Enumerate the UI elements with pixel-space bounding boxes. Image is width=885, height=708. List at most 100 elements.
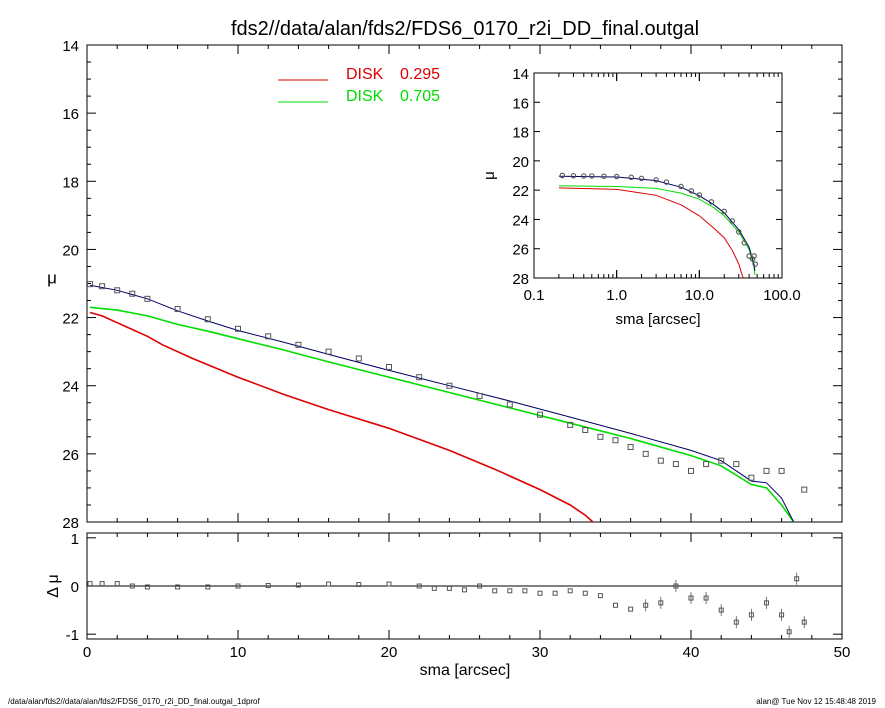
main-y-tick-label: 18 xyxy=(62,174,79,191)
residual-x-tick-label: 50 xyxy=(834,644,851,661)
residual-point xyxy=(582,590,588,596)
residual-y-axis-label: Δ μ xyxy=(45,574,62,597)
main-data-point xyxy=(325,348,332,355)
main-data-point xyxy=(476,392,483,399)
main-data-point xyxy=(703,461,710,468)
main-data-point xyxy=(672,461,679,468)
inset-data-point xyxy=(736,229,742,235)
inset-y-tick-label: 24 xyxy=(512,212,529,229)
legend: DISK 0.295 DISK 0.705 xyxy=(278,66,440,105)
residual-point xyxy=(673,583,679,589)
inset-data-point xyxy=(708,199,715,205)
residual-y-tick-label: 0 xyxy=(71,579,79,596)
residual-point xyxy=(507,588,513,594)
inset-data-point xyxy=(559,172,566,179)
inset-data-point xyxy=(628,174,634,181)
inset-x-tick-label: 10.0 xyxy=(685,287,714,304)
inset-data-point xyxy=(741,240,748,246)
inset-data-point xyxy=(746,253,752,259)
inset-plot: 14 16 18 20 22 24 26 280.1 1.0 10.0 100.0 sma [arcs… xyxy=(481,66,801,328)
legend-value-0: 0.295 xyxy=(400,66,440,83)
residual-point xyxy=(658,600,664,606)
inset-x-axis-label: sma [arcsec] xyxy=(615,311,700,328)
residual-point xyxy=(779,612,785,618)
main-series-line-0 xyxy=(89,311,594,523)
main-series-line-2 xyxy=(89,284,795,523)
inset-series-line-2 xyxy=(558,175,756,271)
main-data-point xyxy=(174,306,181,313)
residual-point xyxy=(99,581,105,587)
inset-y-tick-label: 16 xyxy=(512,95,529,112)
residual-point xyxy=(326,581,332,587)
residual-point xyxy=(114,581,120,587)
residual-x-tick-label: 30 xyxy=(532,644,549,661)
residual-y-tick-label: -1 xyxy=(66,627,79,644)
main-data-point xyxy=(235,325,241,332)
residual-point xyxy=(522,588,528,594)
residual-point xyxy=(235,583,241,589)
residual-x-tick-label: 0 xyxy=(83,644,91,661)
main-data-point xyxy=(567,421,574,428)
inset-data-point xyxy=(613,173,620,180)
main-data-point xyxy=(582,427,589,434)
residual-point xyxy=(265,583,271,589)
main-data-point xyxy=(627,444,634,451)
residual-point xyxy=(718,607,724,613)
residual-point xyxy=(794,576,800,582)
residual-point xyxy=(144,584,150,590)
main-data-point xyxy=(416,374,423,381)
inset-y-tick-label: 14 xyxy=(512,66,529,83)
inset-data-point xyxy=(663,179,670,185)
main-data-point xyxy=(642,450,649,457)
inset-data-point xyxy=(601,173,607,179)
main-data-point xyxy=(355,355,362,362)
inset-data-point xyxy=(751,253,757,259)
main-y-tick-label: 14 xyxy=(62,38,79,55)
main-data-point xyxy=(99,283,106,290)
main-data-point xyxy=(446,382,453,389)
residual-point xyxy=(431,585,437,591)
main-data-point xyxy=(204,316,211,323)
legend-label-1: DISK xyxy=(346,88,384,105)
residual-point xyxy=(205,584,211,590)
main-y-tick-label: 20 xyxy=(62,242,79,259)
x-axis-label: sma [arcsec] xyxy=(420,662,511,679)
residual-point xyxy=(643,602,649,608)
residual-x-tick-label: 10 xyxy=(230,644,247,661)
main-y-tick-label: 28 xyxy=(62,515,79,532)
residual-x-tick-label: 40 xyxy=(683,644,700,661)
main-data-point xyxy=(801,486,808,493)
residual-point xyxy=(552,590,558,596)
inset-data-point xyxy=(638,175,645,182)
main-data-point xyxy=(114,287,121,294)
inset-data-point xyxy=(581,173,587,179)
residual-point xyxy=(537,590,543,596)
main-data-point xyxy=(295,341,302,348)
residual-point xyxy=(477,583,483,589)
main-y-tick-label: 26 xyxy=(62,447,79,464)
main-data-point xyxy=(748,474,755,481)
residual-point xyxy=(703,595,709,601)
main-data-point xyxy=(506,401,513,408)
main-y-tick-label: 22 xyxy=(62,311,79,328)
residual-point xyxy=(733,619,739,625)
main-data-point xyxy=(144,295,151,302)
inset-data-point xyxy=(688,188,695,194)
inset-y-tick-label: 28 xyxy=(512,271,529,288)
inset-data-point xyxy=(729,218,735,224)
main-data-point xyxy=(688,467,694,474)
residual-point xyxy=(801,619,807,625)
residual-point xyxy=(492,588,498,594)
inset-data-point xyxy=(678,183,684,190)
residual-point xyxy=(87,581,93,587)
residual-point xyxy=(446,585,452,591)
main-plot: 14 16 18 20 22 24 26 28 μ xyxy=(47,38,843,532)
inset-y-tick-label: 18 xyxy=(512,125,529,142)
main-data-point xyxy=(129,290,136,297)
main-data-point xyxy=(265,333,272,340)
main-data-point xyxy=(612,437,619,444)
inset-data-point xyxy=(653,177,659,183)
residual-point xyxy=(416,583,422,589)
residual-point xyxy=(613,602,618,608)
